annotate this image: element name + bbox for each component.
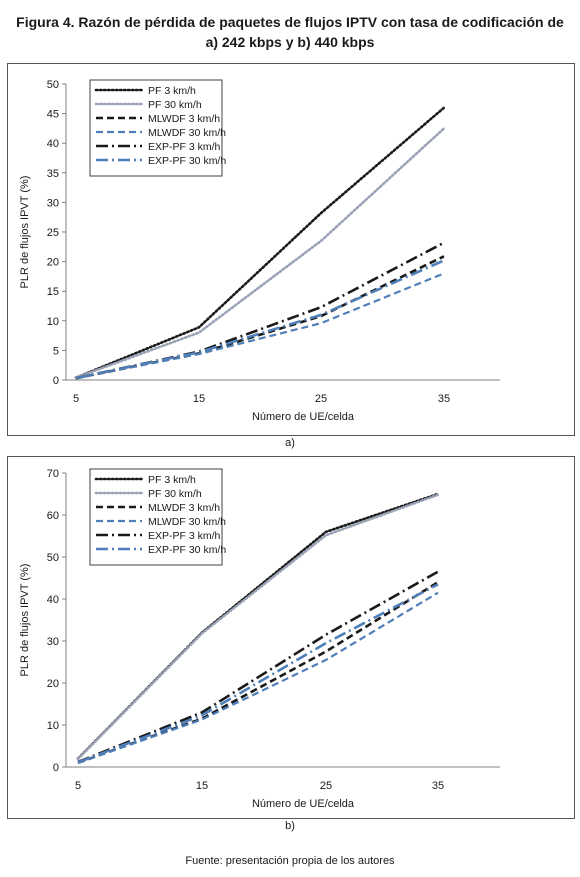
- y-tick-label: 5: [53, 345, 59, 357]
- y-tick-label: 25: [47, 227, 59, 239]
- series-line-5: [75, 241, 445, 380]
- x-axis-title: Número de UE/celda: [252, 798, 355, 810]
- y-tick-label: 10: [47, 720, 59, 732]
- x-tick-label: 35: [438, 393, 450, 405]
- legend-label: MLWDF 30 km/h: [148, 127, 226, 139]
- x-tick-label: 25: [315, 393, 327, 405]
- chart-b-svg: 0 10 20 30 40 50 60 70 5 15 25 35 Número de UE/celda…: [19, 468, 500, 810]
- legend: PF 3 km/h PF 30 km/h MLWDF 3 km/h MLWDF 30 …: [89, 468, 226, 566]
- series-line-6: [77, 583, 439, 764]
- source-note: Fuente: presentación propia de los autor…: [185, 855, 395, 867]
- x-tick-label: 25: [320, 780, 332, 792]
- y-tick-label: 0: [53, 762, 59, 774]
- y-axis-title: PLR de flujos IPVT (%): [19, 564, 31, 677]
- y-tick-label: 15: [47, 286, 59, 298]
- x-axis-title: Número de UE/celda: [252, 411, 355, 423]
- series-line-4: [75, 272, 445, 380]
- x-tick-label: 5: [73, 393, 79, 405]
- legend-label: PF 30 km/h: [148, 99, 202, 111]
- y-tick-label: 20: [47, 678, 59, 690]
- y-tick-label: 50: [47, 552, 59, 564]
- chart-panel-b: 0 10 20 30 40 50 60 70 5 15 25 35 Número de UE/celda…: [7, 456, 575, 819]
- legend-label: PF 3 km/h: [148, 85, 196, 97]
- y-tick-label: 20: [47, 257, 59, 269]
- x-tick-label: 15: [196, 780, 208, 792]
- panel-label-b: b): [285, 820, 295, 832]
- legend-label: MLWDF 30 km/h: [148, 516, 226, 528]
- y-tick-label: 30: [47, 197, 59, 209]
- x-tick-label: 5: [75, 780, 81, 792]
- x-tick-label: 35: [432, 780, 444, 792]
- panel-label-a: a): [285, 437, 295, 449]
- y-axis-title: PLR de flujos IPVT (%): [19, 176, 31, 289]
- y-tick-label: 40: [47, 594, 59, 606]
- series-line-1: [74, 106, 446, 379]
- y-tick-label: 50: [47, 79, 59, 91]
- legend-label: PF 3 km/h: [148, 474, 196, 486]
- y-tick-label: 10: [47, 316, 59, 328]
- legend-label: EXP-PF 30 km/h: [148, 155, 226, 167]
- series-line-3: [77, 581, 439, 765]
- legend-label: MLWDF 3 km/h: [148, 502, 220, 514]
- series-line-4: [77, 591, 439, 764]
- series-line-3: [75, 255, 445, 380]
- legend-label: EXP-PF 3 km/h: [148, 530, 221, 542]
- legend-label: EXP-PF 30 km/h: [148, 544, 226, 556]
- legend: PF 3 km/h PF 30 km/h MLWDF 3 km/h MLWDF 30 …: [89, 79, 226, 177]
- y-tick-label: 0: [53, 375, 59, 387]
- legend-label: PF 30 km/h: [148, 488, 202, 500]
- y-tick-label: 70: [47, 468, 59, 480]
- chart-panel-a: 0 5 10 15 20 25 30 35 40 45 50 5 15 25 35 Número de UE/…: [7, 63, 575, 436]
- series-line-6: [75, 259, 445, 380]
- y-tick-label: 30: [47, 636, 59, 648]
- y-tick-label: 40: [47, 138, 59, 150]
- legend-label: MLWDF 3 km/h: [148, 113, 220, 125]
- series-line-2: [74, 127, 446, 379]
- chart-a-svg: 0 5 10 15 20 25 30 35 40 45 50 5 15 25 35 Número de UE/…: [19, 79, 500, 423]
- y-tick-label: 35: [47, 168, 59, 180]
- x-tick-label: 15: [193, 393, 205, 405]
- y-tick-label: 60: [47, 510, 59, 522]
- figure-title: Figura 4. Razón de pérdida de paquetes d…: [16, 14, 564, 50]
- legend-label: EXP-PF 3 km/h: [148, 141, 221, 153]
- series-line-5: [77, 570, 439, 764]
- y-tick-label: 45: [47, 109, 59, 121]
- series-line-2: [76, 493, 440, 761]
